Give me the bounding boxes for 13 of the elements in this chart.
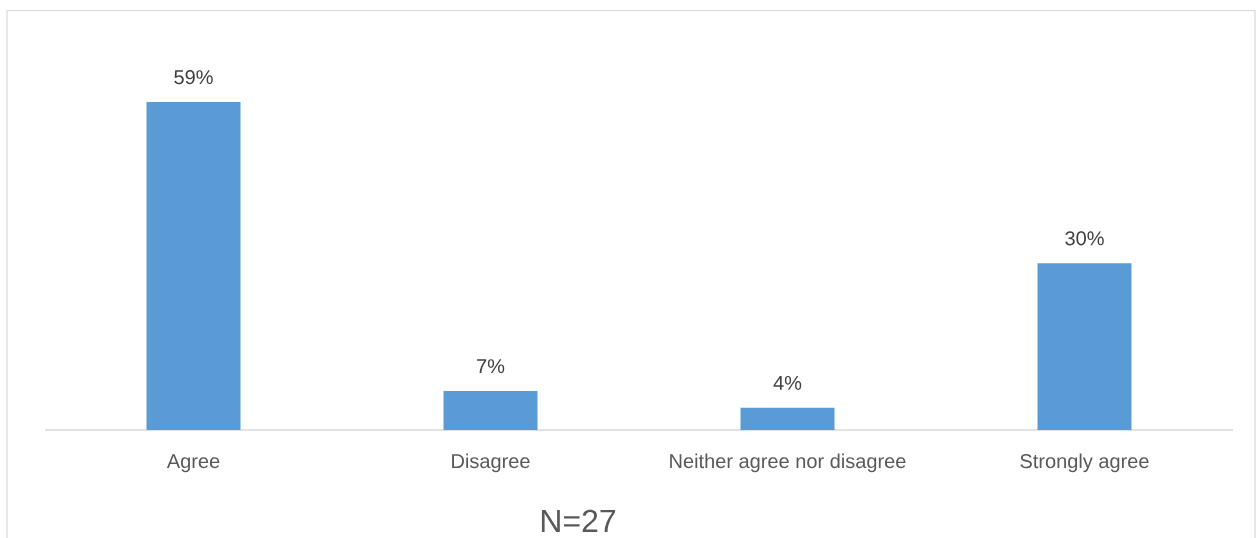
data-label: 30% [1065, 231, 1104, 246]
data-label: 59% [174, 70, 213, 85]
text: N=27 [541, 509, 616, 532]
x-tick-label: Disagree [452, 453, 530, 473]
bar [443, 391, 538, 430]
x-tick-label: Neither agree nor disagree [670, 453, 906, 473]
bar [146, 101, 241, 430]
bar [740, 407, 835, 430]
data-label: 7% [477, 359, 505, 374]
x-tick-label: Strongly agree [1020, 453, 1149, 473]
data-label: 4% [773, 375, 802, 390]
x-tick-label: Agree [166, 454, 220, 473]
bar [1037, 263, 1132, 430]
